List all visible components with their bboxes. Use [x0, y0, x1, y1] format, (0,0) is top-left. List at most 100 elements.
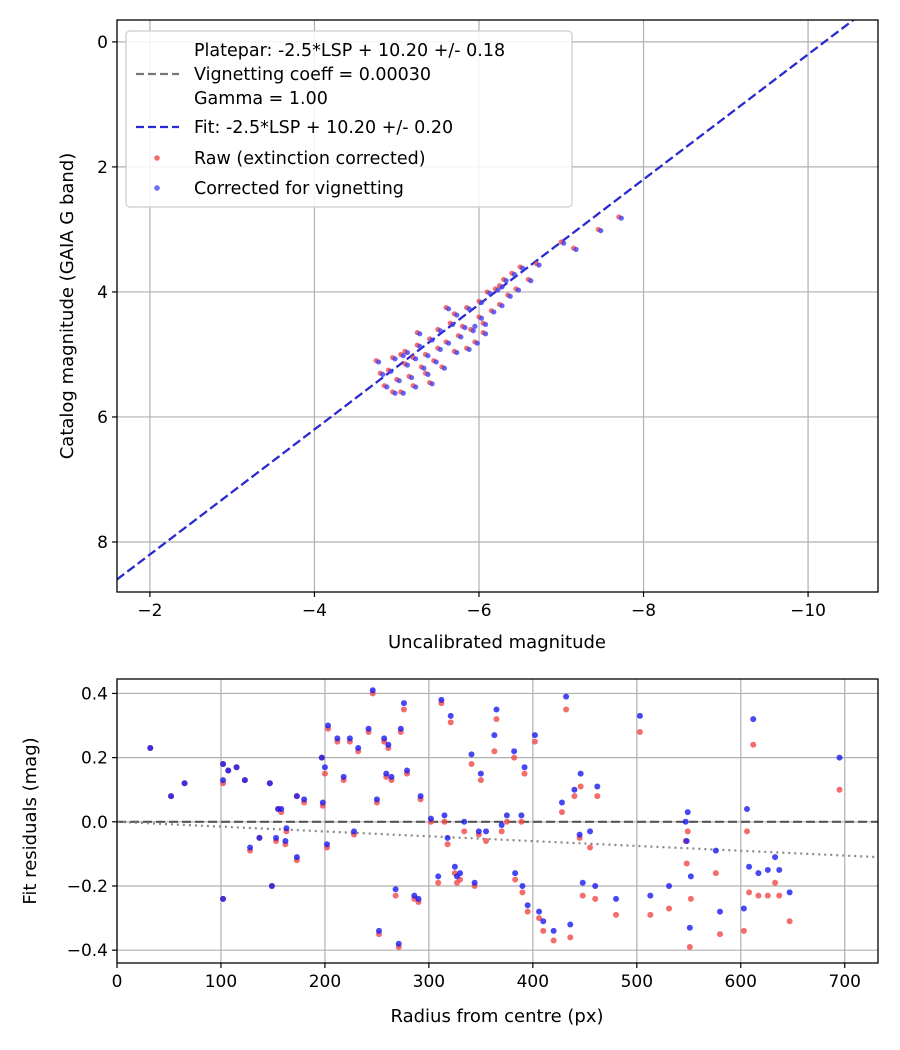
bottom-x-tick-label: 600	[725, 972, 757, 992]
top-corrected-point	[618, 215, 624, 221]
top-corrected-point	[474, 340, 480, 346]
top-x-tick-label: −4	[302, 601, 327, 621]
top-corrected-point	[445, 340, 452, 346]
bottom-corrected-point	[503, 812, 510, 819]
bottom-corrected-point	[451, 863, 458, 870]
bottom-corrected-point	[491, 732, 498, 739]
bottom-corrected-point	[531, 732, 538, 739]
top-corrected-point	[507, 293, 513, 299]
bottom-corrected-point	[712, 847, 719, 854]
top-corrected-point	[482, 331, 489, 337]
top-plot-frame	[116, 19, 879, 593]
bottom-raw-point	[755, 892, 762, 899]
bottom-corrected-point	[392, 886, 399, 893]
bottom-raw-point	[772, 879, 779, 886]
bottom-raw-point	[498, 828, 505, 835]
bottom-corrected-point	[716, 908, 723, 915]
bottom-corrected-point	[576, 831, 583, 838]
bottom-corrected-point	[325, 722, 332, 729]
bottom-corrected-point	[268, 882, 275, 889]
bottom-corrected-point	[594, 783, 601, 790]
top-corrected-point	[466, 346, 472, 353]
bottom-corrected-point	[293, 854, 300, 861]
bottom-corrected-point	[686, 924, 693, 931]
top-axis-ticks: −2 −4 −6 −8 −10 0 2 4 6 8	[97, 33, 826, 621]
top-corrected-point	[429, 337, 435, 343]
bottom-corrected-point	[404, 767, 411, 774]
bottom-corrected-point	[247, 844, 254, 851]
bottom-corrected-point	[461, 818, 468, 825]
bottom-corrected-point	[550, 927, 557, 934]
bottom-raw-point	[764, 892, 771, 899]
bottom-y-tick-label: 0.4	[81, 684, 108, 704]
bottom-corrected-point	[536, 908, 543, 915]
bottom-corrected-point	[776, 866, 783, 873]
top-fit-line	[117, 20, 856, 581]
bottom-raw-point	[647, 911, 654, 918]
legend-raw: Raw (extinction corrected)	[194, 149, 426, 169]
bottom-corrected-point	[475, 828, 482, 835]
bottom-corrected-point	[293, 793, 300, 800]
calibration-scatter-chart: −2 −4 −6 −8 −10 0 2 4 6 8 Platepar: -2.5*LSP + 10…	[57, 19, 879, 653]
bottom-raw-point	[503, 818, 510, 825]
bottom-raw-point	[491, 748, 498, 755]
bottom-corrected-point	[563, 693, 570, 700]
bottom-corrected-point	[321, 764, 328, 771]
bottom-corrected-point	[567, 921, 574, 928]
bottom-plot-frame	[116, 678, 879, 964]
bottom-corrected-point	[468, 751, 475, 758]
bottom-raw-point	[686, 943, 693, 950]
bottom-corrected-point	[383, 770, 390, 777]
top-x-tick-label: −8	[631, 601, 656, 621]
top-corrected-point	[503, 278, 509, 284]
bottom-corrected-point	[477, 770, 484, 777]
top-corrected-point	[400, 390, 406, 396]
bottom-corrected-point	[168, 793, 175, 800]
bottom-corrected-point	[385, 741, 392, 748]
bottom-corrected-point	[786, 889, 793, 896]
top-corrected-point	[413, 356, 419, 362]
bottom-raw-point	[712, 870, 719, 877]
bottom-raw-point	[786, 918, 793, 925]
top-corrected-point	[450, 321, 456, 328]
legend-corrected: Corrected for vignetting	[194, 179, 404, 199]
bottom-y-tick-label: 0.2	[81, 749, 108, 769]
bottom-corrected-point	[233, 764, 240, 771]
bottom-corrected-point	[256, 834, 263, 841]
top-corrected-point	[466, 306, 472, 312]
bottom-corrected-point	[355, 744, 362, 751]
bottom-corrected-point	[319, 799, 326, 806]
top-corrected-point	[396, 378, 402, 384]
top-corrected-point	[380, 371, 386, 378]
bottom-raw-point	[716, 931, 723, 938]
top-corrected-point	[472, 323, 478, 329]
top-corrected-point	[441, 365, 448, 371]
top-x-tick-label: −10	[790, 601, 826, 621]
top-x-tick-label: −2	[137, 601, 162, 621]
bottom-corrected-point	[397, 725, 404, 732]
bottom-raw-point	[536, 915, 543, 922]
top-corrected-point	[404, 362, 411, 368]
top-corrected-point	[454, 349, 460, 356]
top-corrected-point	[421, 365, 427, 371]
bottom-corrected-point	[764, 866, 771, 873]
top-corrected-point	[413, 384, 419, 390]
bottom-x-tick-label: 500	[621, 972, 653, 992]
bottom-corrected-point	[427, 815, 434, 822]
bottom-x-tick-label: 0	[112, 972, 123, 992]
bottom-corrected-point	[755, 870, 762, 877]
bottom-corrected-point	[220, 895, 227, 902]
top-corrected-point	[598, 228, 604, 234]
bottom-corrected-point	[512, 870, 519, 877]
bottom-raw-point	[493, 716, 500, 723]
legend: Platepar: -2.5*LSP + 10.20 +/- 0.18 Vign…	[125, 30, 573, 208]
top-y-tick-label: 8	[97, 533, 108, 553]
top-y-tick-label: 6	[97, 408, 108, 428]
bottom-corrected-point	[225, 767, 232, 774]
bottom-corrected-point	[558, 799, 565, 806]
bottom-raw-point	[776, 892, 783, 899]
bottom-raw-point	[746, 889, 753, 896]
bottom-corrected-point	[683, 838, 690, 845]
top-x-tick-label: −6	[466, 601, 491, 621]
bottom-raw-point	[400, 706, 407, 713]
